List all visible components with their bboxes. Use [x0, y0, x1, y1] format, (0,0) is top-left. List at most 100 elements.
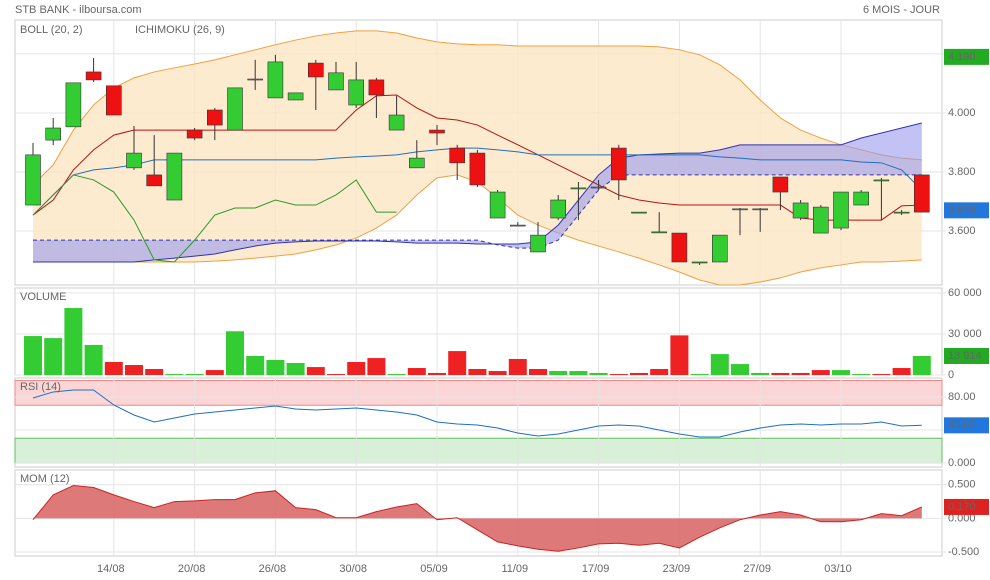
- indicator-label: BOLL (20, 2): [20, 24, 83, 36]
- x-tick-label: 17/09: [582, 563, 610, 575]
- rsi-line: [32, 389, 922, 438]
- x-tick-label: 11/09: [501, 563, 528, 575]
- volume-bar: [468, 368, 487, 375]
- x-tick-label: 27/09: [743, 563, 771, 575]
- indicator-label: ICHIMOKU (26, 9): [135, 24, 225, 36]
- candle-body: [631, 211, 647, 214]
- x-tick-label: 20/08: [178, 563, 206, 575]
- y-tick-label: 3.800: [948, 166, 976, 178]
- ichimoku-line: [32, 174, 397, 263]
- volume-bar: [246, 356, 265, 375]
- cloud: [33, 122, 922, 262]
- period: 6 MOIS - JOUR: [863, 4, 940, 16]
- value-badge: [944, 202, 989, 219]
- volume-bar: [327, 374, 345, 375]
- mom-line: [32, 484, 922, 552]
- candle-body: [287, 92, 304, 101]
- volume-bar: [811, 370, 830, 375]
- volume-bar: [912, 355, 931, 375]
- volume-bar: [872, 374, 891, 375]
- x-tick-label: 30/08: [339, 563, 367, 575]
- candle-body: [45, 127, 62, 141]
- candle-body: [227, 87, 243, 131]
- candle-body: [186, 129, 203, 139]
- candle-body: [530, 234, 546, 253]
- value-badge: [944, 417, 989, 434]
- volume-bar: [125, 365, 143, 375]
- value-badge: [944, 48, 989, 65]
- candle-body: [671, 232, 688, 263]
- candle-body: [913, 174, 930, 213]
- value-badge-label: 13 914: [948, 350, 982, 362]
- candle-body: [267, 61, 284, 99]
- volume-bar: [508, 359, 527, 375]
- candle-body: [25, 154, 41, 206]
- volume-bar: [549, 371, 568, 375]
- volume-bar: [589, 372, 608, 375]
- candle-body: [388, 114, 405, 131]
- volume-bar: [690, 374, 709, 375]
- x-tick-label: 26/08: [259, 563, 287, 575]
- volume-bar: [205, 370, 224, 375]
- candle-body: [146, 174, 162, 187]
- value-badge-label: 0.170: [948, 501, 976, 513]
- volume-bar: [266, 359, 285, 375]
- candle-body: [873, 179, 890, 182]
- value-badge: [944, 498, 989, 515]
- volume-bar: [529, 368, 547, 375]
- y-tick-label: 80.00: [948, 391, 976, 403]
- volume-bar: [145, 368, 164, 375]
- candle-body: [106, 85, 122, 116]
- volume-bar: [44, 338, 63, 375]
- x-tick-label: 23/09: [663, 563, 691, 575]
- candle-body: [812, 206, 829, 234]
- x-tick-label: 03/10: [824, 563, 852, 575]
- zone: [14, 379, 943, 406]
- candle-body: [449, 147, 466, 164]
- volume-bar: [650, 368, 669, 375]
- value-badge: [944, 347, 989, 364]
- y-tick-label: 4.000: [948, 107, 976, 119]
- volume-bar: [791, 372, 810, 375]
- ichimoku-line: [32, 94, 922, 221]
- panel-title: MOM (12): [20, 473, 70, 485]
- candle-body: [166, 152, 183, 201]
- candle-body: [570, 187, 587, 190]
- volume-bar: [84, 344, 103, 375]
- x-tick-label: 05/09: [420, 563, 448, 575]
- y-tick-label: 0.000: [948, 457, 976, 469]
- y-tick-label: 30 000: [948, 328, 982, 340]
- panel: [14, 287, 943, 376]
- y-tick-label: -0.500: [948, 546, 979, 558]
- candle-body: [691, 261, 708, 264]
- volume-bar: [771, 372, 790, 375]
- candle-body: [408, 157, 425, 169]
- band-upper: [32, 30, 922, 186]
- candle-body: [651, 231, 668, 234]
- candle-body: [550, 199, 567, 219]
- volume-bar: [407, 368, 426, 375]
- y-tick-label: 0.500: [948, 479, 976, 491]
- volume-bar: [104, 362, 123, 375]
- value-badge-label: 4.190: [948, 51, 976, 63]
- volume-bar: [387, 374, 406, 375]
- candle-body: [207, 109, 223, 126]
- volume-bar: [367, 358, 386, 375]
- volume-bar: [347, 362, 366, 375]
- candle-body: [489, 191, 506, 219]
- panel-title: VOLUME: [20, 291, 66, 303]
- candle-body: [833, 191, 849, 229]
- volume-bar: [226, 331, 244, 375]
- mom-area: [33, 485, 922, 552]
- y-tick-label: 0.000: [948, 512, 976, 524]
- candle-body: [65, 82, 82, 128]
- x-tick-label: 14/08: [97, 563, 125, 575]
- volume-bar: [488, 371, 507, 375]
- volume-bar: [569, 371, 588, 375]
- chart-title: STB BANK - ilboursa.com: [15, 4, 142, 16]
- panel-title: RSI (14): [20, 381, 61, 393]
- span-b: [33, 122, 922, 263]
- candle-body: [469, 152, 486, 186]
- candle-body: [429, 129, 445, 134]
